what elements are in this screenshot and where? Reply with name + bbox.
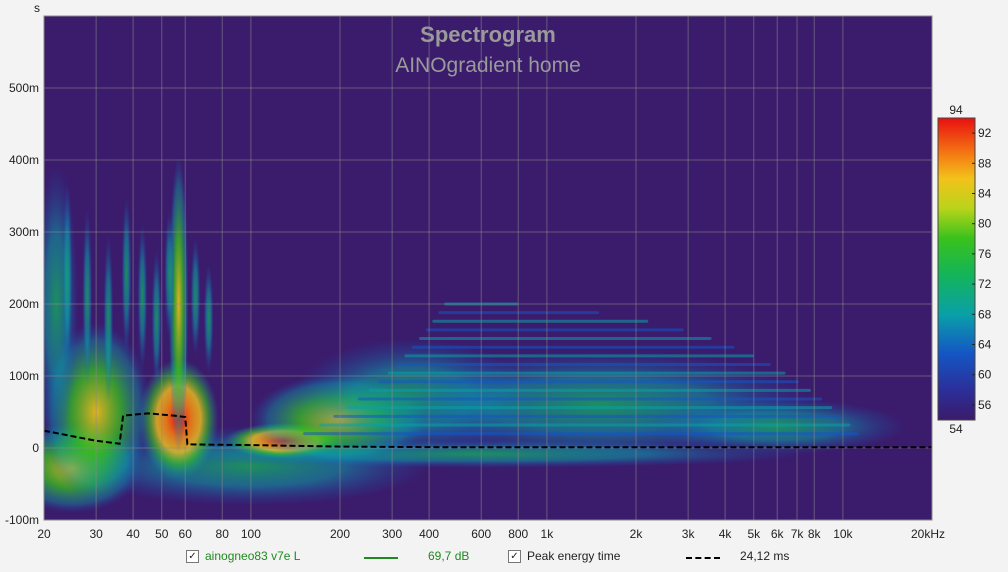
heat-streak xyxy=(190,236,201,357)
heat-streak xyxy=(121,195,132,356)
series-value: 69,7 dB xyxy=(428,549,470,563)
peak-energy-time-line xyxy=(44,412,932,449)
heat-streak xyxy=(82,206,93,387)
peak-name: Peak energy time xyxy=(527,549,621,563)
x-tick-label: 2k xyxy=(630,527,644,541)
peak-line-swatch xyxy=(686,557,720,559)
heat-streak xyxy=(319,423,851,427)
x-tick-label: 1k xyxy=(541,527,555,541)
x-tick-label: 5k xyxy=(747,527,761,541)
heat-streak xyxy=(164,210,175,341)
heat-streak xyxy=(404,354,754,358)
colorbar-tick-label: 64 xyxy=(978,338,992,352)
x-tick-label: 6k xyxy=(771,527,785,541)
x-tick-label: 50 xyxy=(155,527,169,541)
x-tick-label: 7k xyxy=(791,527,805,541)
heat-streak xyxy=(333,414,842,418)
x-tick-label: 100 xyxy=(241,527,261,541)
x-tick-label: 400 xyxy=(419,527,439,541)
peak-checkbox[interactable]: ✓ xyxy=(508,549,521,563)
heat-streak xyxy=(432,319,649,323)
x-tick-label: 10k xyxy=(833,527,853,541)
y-tick-label: 0 xyxy=(32,441,39,455)
colorbar-tick-label: 76 xyxy=(978,247,992,261)
colorbar-tick-label: 56 xyxy=(978,398,992,412)
chart-title: Spectrogram xyxy=(420,22,556,47)
peak-value: 24,12 ms xyxy=(740,549,790,563)
heat-streak xyxy=(346,406,833,410)
heat-streak xyxy=(357,397,823,401)
legend: ✓ ainogneo83 v7e L 69,7 dB ✓ Peak energy… xyxy=(0,546,1008,570)
x-tick-label: 20 xyxy=(37,527,51,541)
colorbar-gradient xyxy=(937,117,976,421)
x-tick-label: 30 xyxy=(89,527,103,541)
x-tick-label: 20kHz xyxy=(911,527,945,541)
x-tick-label: 8k xyxy=(808,527,822,541)
heat-streak xyxy=(419,337,712,341)
x-tick-label: 80 xyxy=(216,527,230,541)
series-checkbox[interactable]: ✓ xyxy=(186,549,199,563)
y-axis-unit-label: s xyxy=(34,1,40,15)
chart-subtitle: AINOgradient home xyxy=(395,54,581,77)
heat-streak xyxy=(368,388,811,392)
colorbar-tick-label: 72 xyxy=(978,277,992,291)
heat-streak xyxy=(438,311,600,315)
colorbar-tick-label: 68 xyxy=(978,307,992,321)
colorbar-tick-label: 92 xyxy=(978,126,992,140)
series-line-swatch xyxy=(364,557,398,559)
colorbar-tick-label: 88 xyxy=(978,156,992,170)
colorbar: 94 54 92 88 84 80 76 72 68 64 60 56 xyxy=(937,103,992,436)
x-tick-label: 40 xyxy=(126,527,140,541)
x-tick-label: 200 xyxy=(330,527,350,541)
heat-streak xyxy=(425,328,684,332)
axis-ticks: 20 30 40 50 60 80 100 200 300 400 600 800 1k 2k 3k 4k 5k… xyxy=(5,81,945,541)
y-tick-label: 100m xyxy=(9,369,39,383)
x-tick-label: 800 xyxy=(508,527,528,541)
spectrogram-chart: Spectrogram AINOgradient home 20 30 40 50 60… xyxy=(5,1,992,541)
x-tick-label: 300 xyxy=(382,527,402,541)
colorbar-tick-label: 60 xyxy=(978,368,992,382)
heat-streak xyxy=(103,233,114,404)
series-name: ainogneo83 v7e L xyxy=(205,549,301,563)
plot-frame xyxy=(43,15,933,521)
heat-streak xyxy=(151,248,162,389)
legend-peak: ✓ Peak energy time xyxy=(508,549,620,563)
heat-streak xyxy=(411,345,735,349)
heat-streak xyxy=(303,432,859,436)
spectrogram-heat-layer xyxy=(44,154,908,513)
y-tick-label: 400m xyxy=(9,153,39,167)
legend-peak-value: 24,12 ms xyxy=(740,549,789,563)
heat-streak xyxy=(137,221,148,372)
heat-streak xyxy=(62,180,73,371)
x-tick-label: 3k xyxy=(682,527,696,541)
x-tick-label: 600 xyxy=(471,527,491,541)
y-tick-label: 300m xyxy=(9,225,39,239)
heat-streak xyxy=(203,263,214,374)
colorbar-tick-label: 84 xyxy=(978,187,992,201)
y-tick-label: 500m xyxy=(9,81,39,95)
heat-streak xyxy=(387,371,786,375)
heat-streak xyxy=(378,380,799,384)
colorbar-ticks: 92 88 84 80 76 72 68 64 60 56 xyxy=(972,126,992,412)
colorbar-tick-label: 80 xyxy=(978,217,992,231)
heat-streak xyxy=(396,362,771,366)
legend-series-value: 69,7 dB xyxy=(428,549,469,563)
x-tick-label: 4k xyxy=(719,527,733,541)
colorbar-bottom-label: 54 xyxy=(949,422,963,436)
legend-series: ✓ ainogneo83 v7e L xyxy=(186,549,300,563)
colorbar-top-label: 94 xyxy=(949,103,963,117)
y-tick-label: 200m xyxy=(9,297,39,311)
x-tick-label: 60 xyxy=(179,527,193,541)
y-tick-label: -100m xyxy=(5,513,39,527)
peak-energy-time-curve xyxy=(44,412,932,449)
